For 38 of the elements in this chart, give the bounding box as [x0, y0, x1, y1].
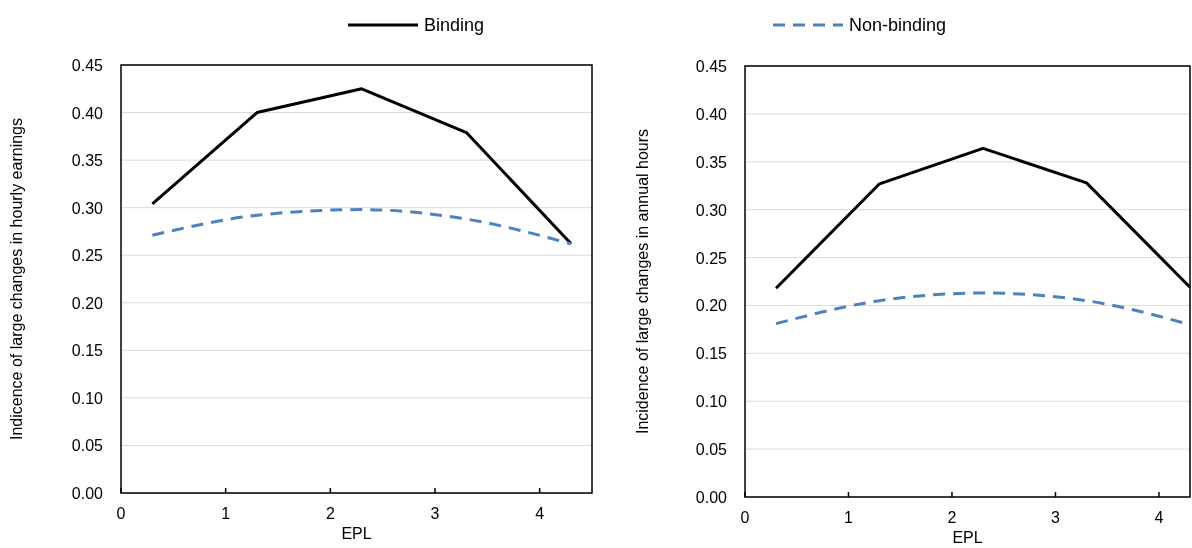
legend-label: Binding — [424, 15, 485, 35]
x-axis-title: EPL — [952, 529, 983, 546]
y-tick-label: 0.25 — [695, 249, 728, 267]
y-tick-label: 0.30 — [695, 201, 728, 219]
line-series — [150, 87, 573, 246]
x-tick-label: 0 — [740, 509, 750, 526]
y-tick-label: 0.10 — [695, 393, 728, 411]
y-tick-label: 0.40 — [71, 104, 104, 122]
y-tick-label: 0.00 — [71, 485, 104, 502]
y-tick-label: 0.20 — [71, 294, 104, 312]
x-tick-label: 3 — [1051, 509, 1061, 526]
y-tick-label: 0.40 — [695, 105, 728, 123]
x-tick-label: 4 — [535, 505, 545, 522]
y-tick-label: 0.35 — [71, 152, 104, 170]
x-tick-label: 4 — [1154, 509, 1164, 526]
y-tick-label: 0.05 — [695, 441, 728, 459]
y-tick-label: 0.45 — [71, 57, 104, 74]
y-axis-title: Indicence of large changes in hourly earnings — [8, 118, 25, 440]
y-tick-label: 0.20 — [695, 297, 728, 315]
y-axis-title: Incidence of large changes in annual hours — [634, 128, 651, 435]
y-tick-label: 0.00 — [695, 489, 728, 506]
x-tick-label: 1 — [221, 505, 231, 522]
x-tick-label: 3 — [430, 505, 440, 522]
y-tick-label: 0.45 — [695, 58, 728, 75]
x-axis-title: EPL — [341, 525, 372, 542]
x-tick-label: 2 — [947, 509, 957, 526]
x-tick-label: 0 — [116, 505, 126, 522]
y-tick-label: 0.05 — [71, 437, 104, 455]
y-tick-label: 0.35 — [695, 153, 728, 171]
line-series — [150, 208, 573, 246]
y-tick-label: 0.10 — [71, 389, 104, 407]
y-tick-label: 0.15 — [695, 345, 728, 363]
y-tick-label: 0.25 — [71, 247, 104, 265]
x-tick-label: 1 — [844, 509, 854, 526]
y-tick-label: 0.15 — [71, 342, 104, 360]
y-tick-label: 0.30 — [71, 199, 104, 217]
legend-label: Non-binding — [849, 15, 947, 35]
x-tick-label: 2 — [325, 505, 335, 522]
